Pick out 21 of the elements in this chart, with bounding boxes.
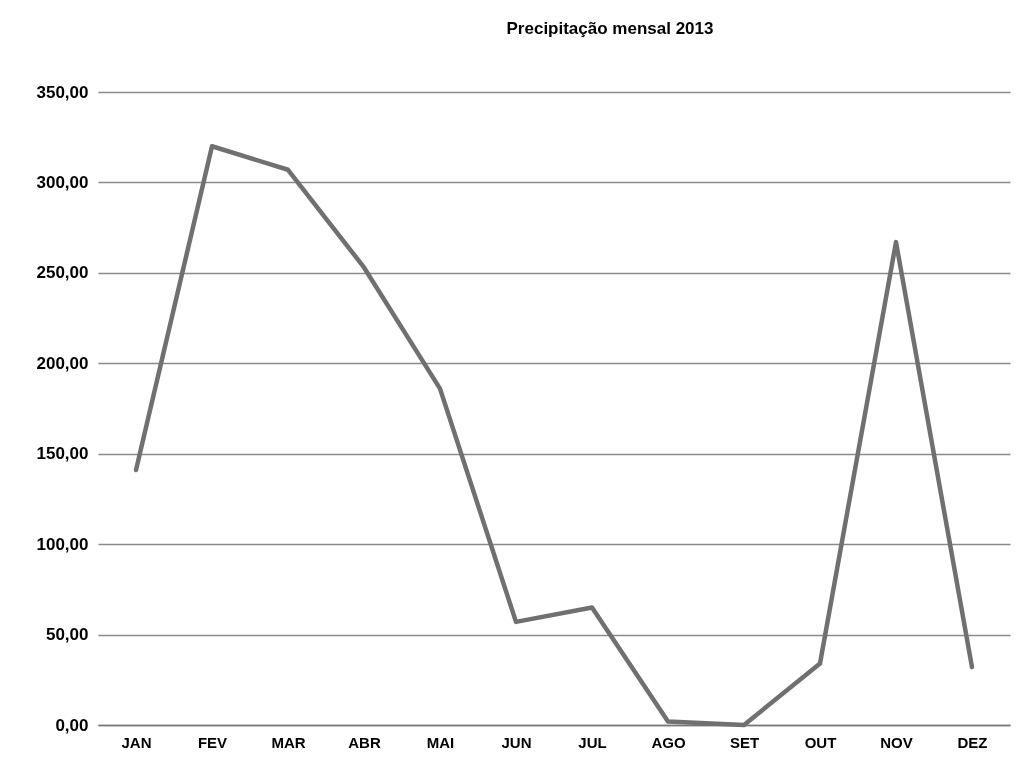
y-tick-label: 100,00 <box>36 534 89 554</box>
y-tick-label: 200,00 <box>36 353 89 373</box>
x-tick-label: JUL <box>578 733 607 751</box>
y-tick-label: 300,00 <box>36 172 89 192</box>
x-tick-label: JUN <box>501 733 532 751</box>
x-tick-label: FEV <box>197 733 228 751</box>
chart-title: Precipitação mensal 2013 <box>506 19 714 38</box>
x-tick-label: MAR <box>271 733 306 751</box>
y-tick-label: 0,00 <box>55 715 89 735</box>
x-tick-label: NOV <box>880 733 913 751</box>
x-tick-label: SET <box>729 733 760 751</box>
x-tick-label: ABR <box>348 733 381 751</box>
x-tick-label: DEZ <box>957 733 988 751</box>
y-tick-label: 50,00 <box>45 625 89 645</box>
y-tick-label: 250,00 <box>36 263 89 283</box>
x-tick-label: OUT <box>804 733 837 751</box>
x-tick-label: AGO <box>651 733 686 751</box>
x-tick-label: MAI <box>426 733 455 751</box>
y-tick-label: 150,00 <box>36 444 89 464</box>
x-tick-label: JAN <box>121 733 152 751</box>
y-tick-label: 350,00 <box>36 82 89 102</box>
